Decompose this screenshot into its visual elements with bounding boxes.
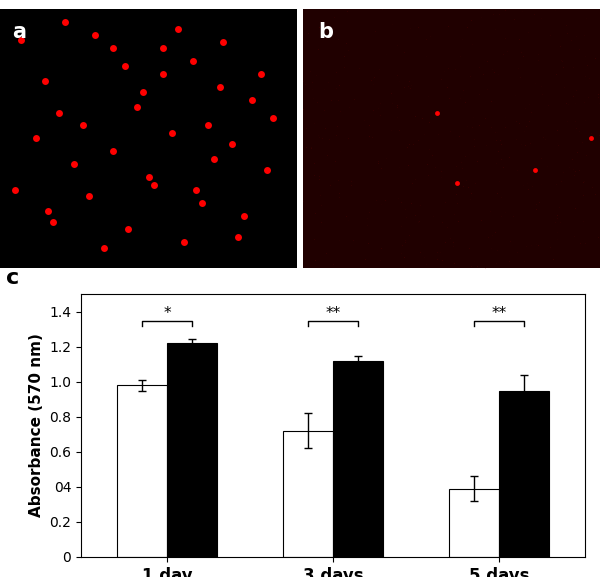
Y-axis label: Absorbance (570 nm): Absorbance (570 nm)	[29, 334, 44, 518]
Text: **: **	[491, 306, 506, 321]
Bar	[118, 385, 167, 557]
Bar	[449, 489, 499, 557]
Text: **: **	[325, 306, 341, 321]
Bar	[167, 343, 217, 557]
Bar	[499, 391, 548, 557]
Bar	[283, 431, 333, 557]
Text: b: b	[318, 22, 333, 42]
Text: a: a	[12, 22, 26, 42]
Bar	[333, 361, 383, 557]
Text: *: *	[163, 306, 171, 321]
Text: c: c	[6, 268, 19, 288]
